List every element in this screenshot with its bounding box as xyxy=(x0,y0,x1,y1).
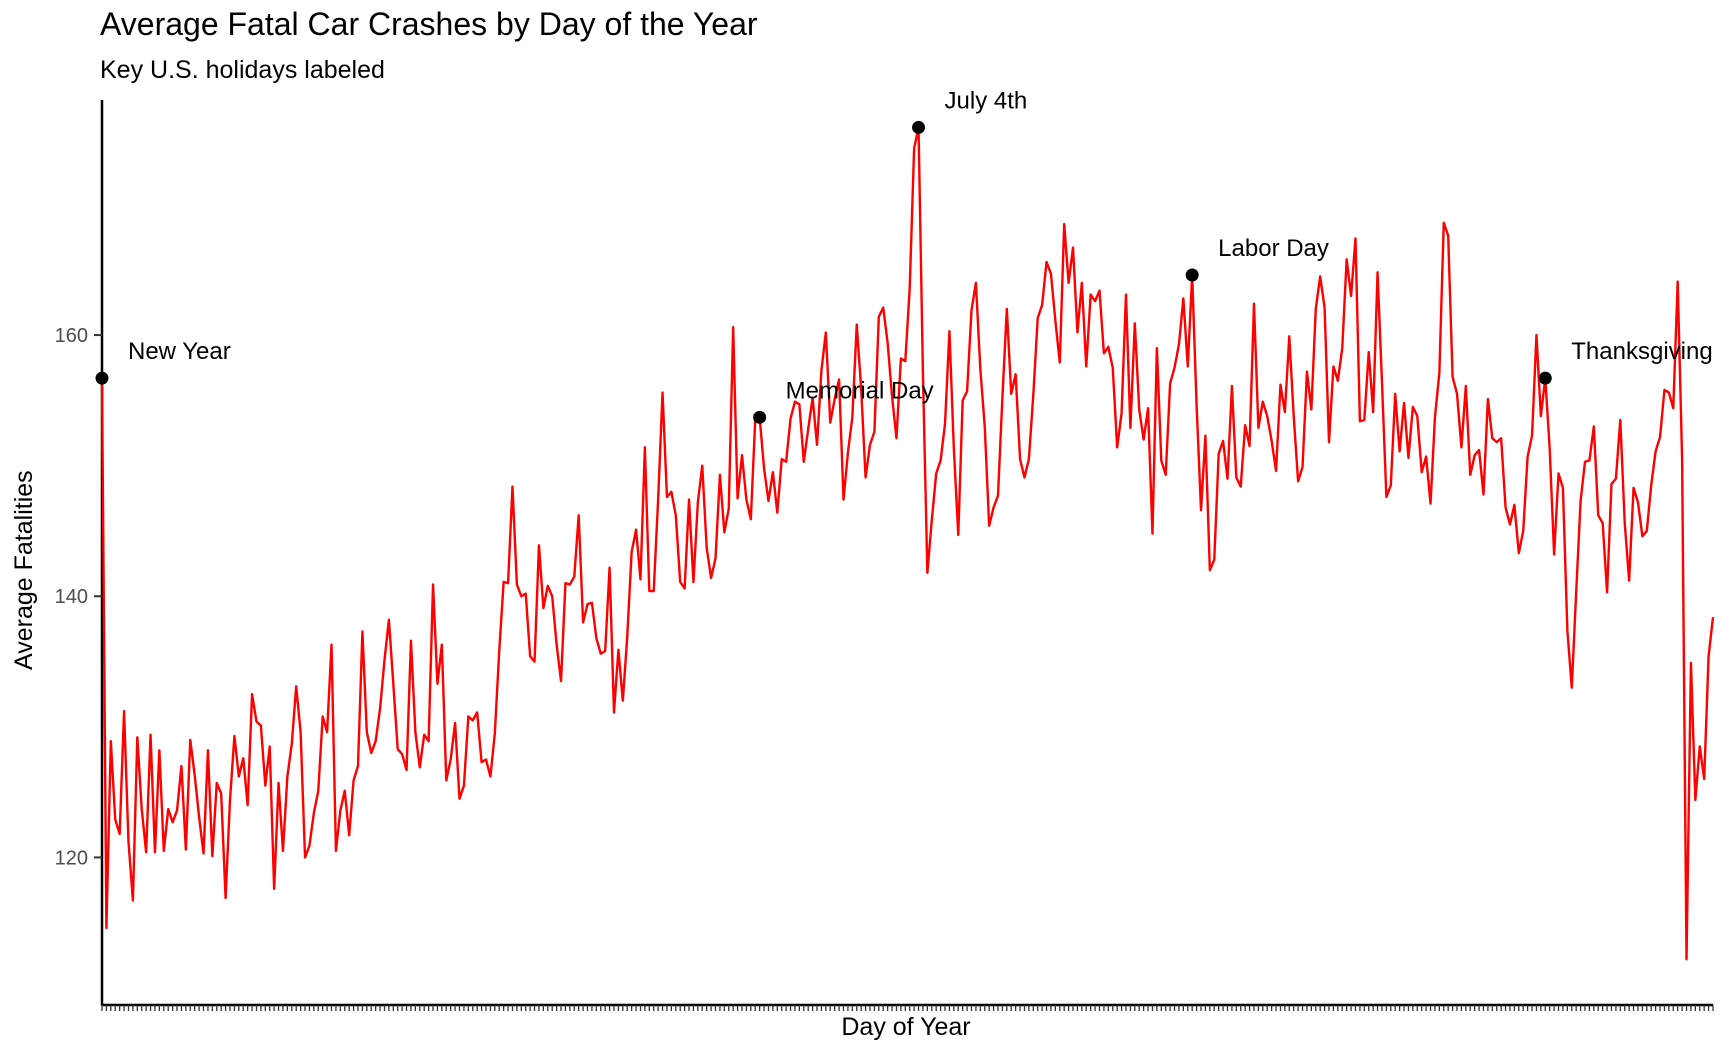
holiday-point xyxy=(912,120,926,134)
x-axis-title: Day of Year xyxy=(841,1013,971,1041)
holiday-point xyxy=(1185,268,1199,282)
holiday-point xyxy=(753,410,767,424)
holiday-point xyxy=(95,371,109,385)
y-tick-label: 160 xyxy=(55,325,88,347)
holiday-label: Labor Day xyxy=(1218,235,1329,262)
holiday-label: July 4th xyxy=(945,87,1028,114)
y-tick-label: 120 xyxy=(55,847,88,869)
series-layer xyxy=(100,126,1715,961)
chart-title: Average Fatal Car Crashes by Day of the … xyxy=(100,6,758,42)
holiday-label: Memorial Day xyxy=(786,377,934,404)
y-axis-title: Average Fatalities xyxy=(10,470,38,670)
holiday-point xyxy=(1538,371,1552,385)
fatalities-line xyxy=(100,126,1715,961)
chart-subtitle: Key U.S. holidays labeled xyxy=(100,56,385,84)
holiday-label: New Year xyxy=(128,338,231,365)
y-tick-label: 140 xyxy=(55,586,88,608)
chart-axes: 120 140 160 xyxy=(55,100,1714,1011)
holiday-label: Thanksgiving xyxy=(1571,338,1712,365)
annotation-layer: New Year Memorial Day July 4th Labor Day Tha… xyxy=(95,87,1713,424)
